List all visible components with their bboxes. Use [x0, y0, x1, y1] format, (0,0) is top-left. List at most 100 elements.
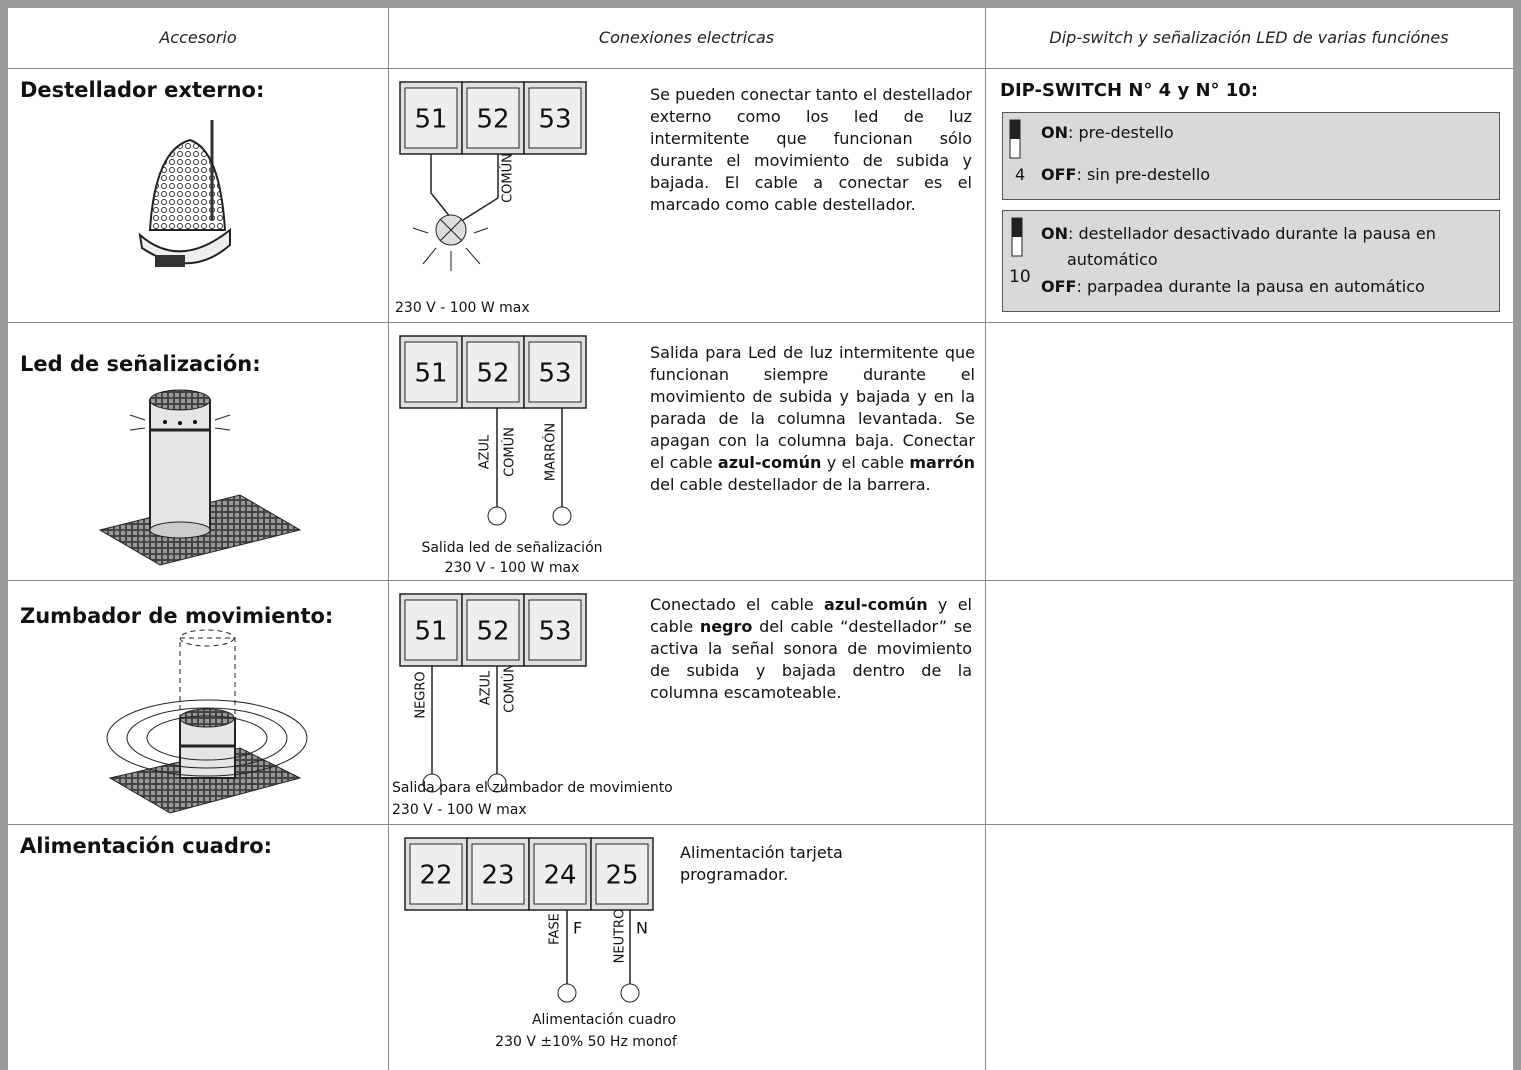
column-header: Accesorio: [159, 28, 237, 47]
wiring-diagram: NEGRO AZUL COMÚN Salida para el zumbador…: [392, 593, 673, 818]
accessory-title: Destellador externo:: [20, 78, 265, 102]
description-text: del cable “destellador” se activa la señ…: [650, 617, 973, 702]
dip-box: 4 ON: pre-destello OFF: sin pre-destello: [1002, 112, 1500, 200]
terminal-number: 51: [414, 359, 447, 389]
off-label: OFF: [1041, 165, 1077, 184]
dip-box: 10 ON: destellador desactivado durante l…: [1002, 210, 1500, 312]
on-line: ON: pre-destello: [1041, 123, 1174, 142]
caption: 230 V ±10% 50 Hz monofásico: [495, 1034, 678, 1050]
row-line: [8, 824, 1513, 825]
terminal-inner: [404, 341, 458, 403]
wire-label: COMÚN: [502, 663, 518, 713]
terminal-inner: [404, 599, 458, 661]
terminal-number: 53: [538, 359, 571, 389]
terminal-inner: [466, 341, 520, 403]
description-text: Salida para Led de luz intermitente que …: [650, 343, 975, 472]
terminal-number: 51: [414, 617, 447, 647]
caption: 230 V - 100 W max: [395, 300, 530, 316]
wiring-diagram: AZUL COMÚN MARRÓN Salida led de señaliza…: [399, 335, 603, 576]
row-line: [8, 322, 1513, 323]
switch-icon: [1009, 119, 1021, 159]
accessory-title: Zumbador de movimiento:: [20, 604, 334, 628]
terminal-inner: [466, 87, 520, 149]
wire-label: NEUTRO: [613, 909, 628, 964]
wire-label: NEGRO: [414, 671, 429, 718]
terminal-inner: [466, 599, 520, 661]
accessory-title: Alimentación cuadro:: [20, 834, 273, 858]
on-label: ON: [1041, 224, 1068, 243]
terminal-inner: [471, 843, 525, 905]
description: Conectado el cable azul-común y el cable…: [650, 594, 972, 704]
terminal-number: 53: [538, 105, 571, 135]
buzzer-bollard-illustration: [106, 629, 308, 814]
terminal-inner: [533, 843, 587, 905]
wire-label: AZUL: [479, 670, 494, 705]
on-line: ON: destellador desactivado durante la p…: [1041, 221, 1467, 273]
terminal-number: 24: [543, 861, 576, 891]
description-text: azul-común: [717, 453, 822, 472]
wire-label: F: [573, 919, 582, 938]
flasher-illustration: [138, 120, 231, 267]
caption: Alimentación cuadro: [532, 1012, 676, 1028]
dip-title: DIP-SWITCH N° 4 y N° 10:: [1000, 80, 1259, 101]
wire-label: COMÚN: [500, 153, 516, 203]
terminal-number: 52: [476, 617, 509, 647]
column-line: [985, 8, 986, 1070]
accessory-title: Led de señalización:: [20, 352, 261, 376]
off-text: : sin pre-destello: [1076, 165, 1211, 184]
terminal-inner: [528, 341, 582, 403]
caption: Salida para el zumbador de movimiento: [392, 780, 673, 796]
wiring-diagram: FASE F NEUTRO N Alimentación cuadro 230 …: [404, 837, 678, 1050]
terminal-number: 22: [419, 861, 452, 891]
led-bollard-illustration: [98, 389, 302, 566]
description: Salida para Led de luz intermitente que …: [650, 342, 975, 496]
wire-label: FASE: [548, 913, 563, 945]
switch-number: 10: [1009, 267, 1031, 287]
switch-icon: [1011, 217, 1023, 257]
description-text: Conectado el cable: [650, 595, 825, 614]
row-line: [8, 68, 1513, 69]
wire-label: N: [636, 919, 648, 938]
terminal-inner: [595, 843, 649, 905]
wire-label: COMÚN: [502, 427, 518, 477]
terminal-inner: [528, 599, 582, 661]
caption: 230 V - 100 W max: [392, 802, 527, 818]
terminal-number: 51: [414, 105, 447, 135]
column-header: Dip-switch y señalización LED de varias …: [1049, 28, 1449, 47]
terminal-inner: [404, 87, 458, 149]
terminal-number: 25: [605, 861, 638, 891]
description-text: azul-común: [824, 595, 928, 614]
wiring-diagram: COMÚN 230 V - 100 W max 51 52 53: [395, 81, 587, 316]
wire-label: AZUL: [478, 434, 493, 469]
column-line: [388, 8, 389, 1070]
caption: Salida led de señalización: [421, 540, 602, 556]
terminal-number: 23: [481, 861, 514, 891]
wire-label: MARRÓN: [543, 423, 559, 481]
description: Se pueden conectar tanto el destellador …: [650, 84, 972, 216]
terminal-inner: [528, 87, 582, 149]
off-line: OFF: sin pre-destello: [1041, 165, 1210, 184]
off-line: OFF: parpadea durante la pausa en automá…: [1041, 277, 1425, 296]
off-label: OFF: [1041, 277, 1077, 296]
switch-number: 4: [1015, 165, 1026, 184]
caption: 230 V - 100 W max: [445, 560, 580, 576]
description-text: Se pueden conectar tanto el destellador …: [650, 85, 972, 214]
description: Alimentación tarjeta programador.: [680, 842, 900, 886]
terminal-number: 52: [476, 105, 509, 135]
on-label: ON: [1041, 123, 1068, 142]
terminal-inner: [409, 843, 463, 905]
on-text: : destellador desactivado durante la pau…: [1067, 224, 1436, 269]
description-text: Alimentación tarjeta programador.: [680, 843, 843, 884]
off-text: : parpadea durante la pausa en automátic…: [1076, 277, 1425, 296]
terminal-number: 52: [476, 359, 509, 389]
description-text: negro: [699, 617, 753, 636]
description-text: y el cable: [650, 595, 972, 636]
column-header: Conexiones electricas: [598, 28, 775, 47]
on-text: : pre-destello: [1068, 123, 1174, 142]
description-text: y el cable: [821, 453, 910, 472]
row-line: [8, 580, 1513, 581]
terminal-number: 53: [538, 617, 571, 647]
description-text: marrón: [909, 453, 975, 472]
description-text: del cable destellador de la barrera.: [650, 475, 931, 494]
